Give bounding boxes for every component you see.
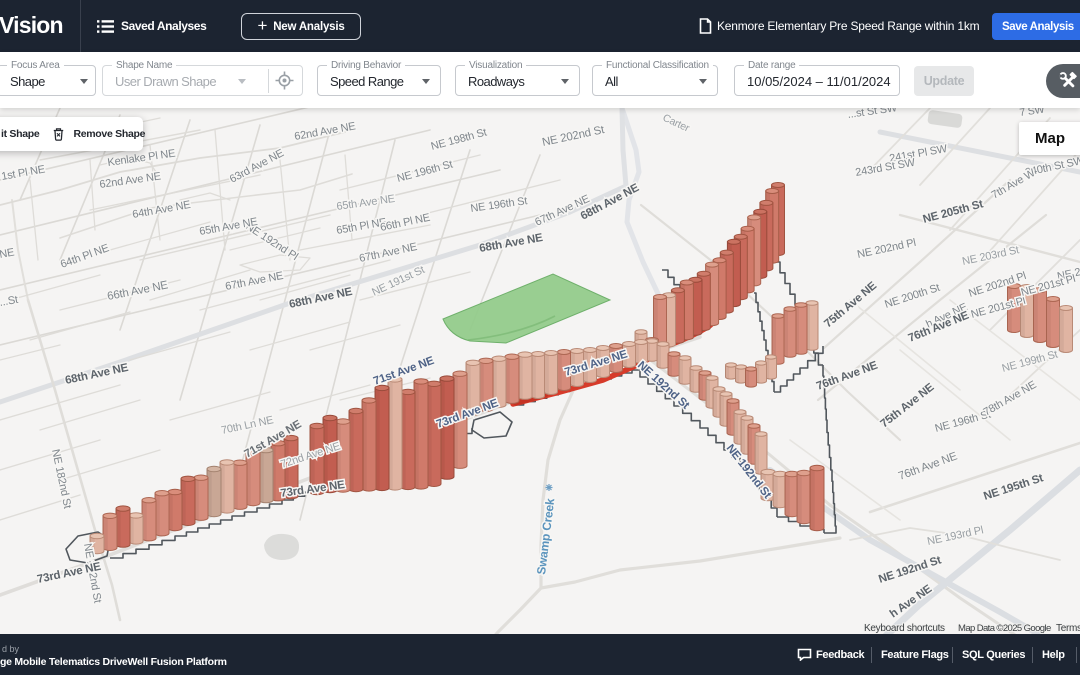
svg-text:Keyboard shortcuts: Keyboard shortcuts: [864, 623, 945, 634]
svg-text:Map Data ©2025 Google: Map Data ©2025 Google: [958, 623, 1051, 634]
svg-text:NE 2: NE 2: [1056, 266, 1080, 283]
svg-text:NE: NE: [0, 247, 15, 261]
svg-text:Terms: Terms: [1056, 623, 1080, 634]
svg-text:...St: ...St: [0, 294, 19, 309]
